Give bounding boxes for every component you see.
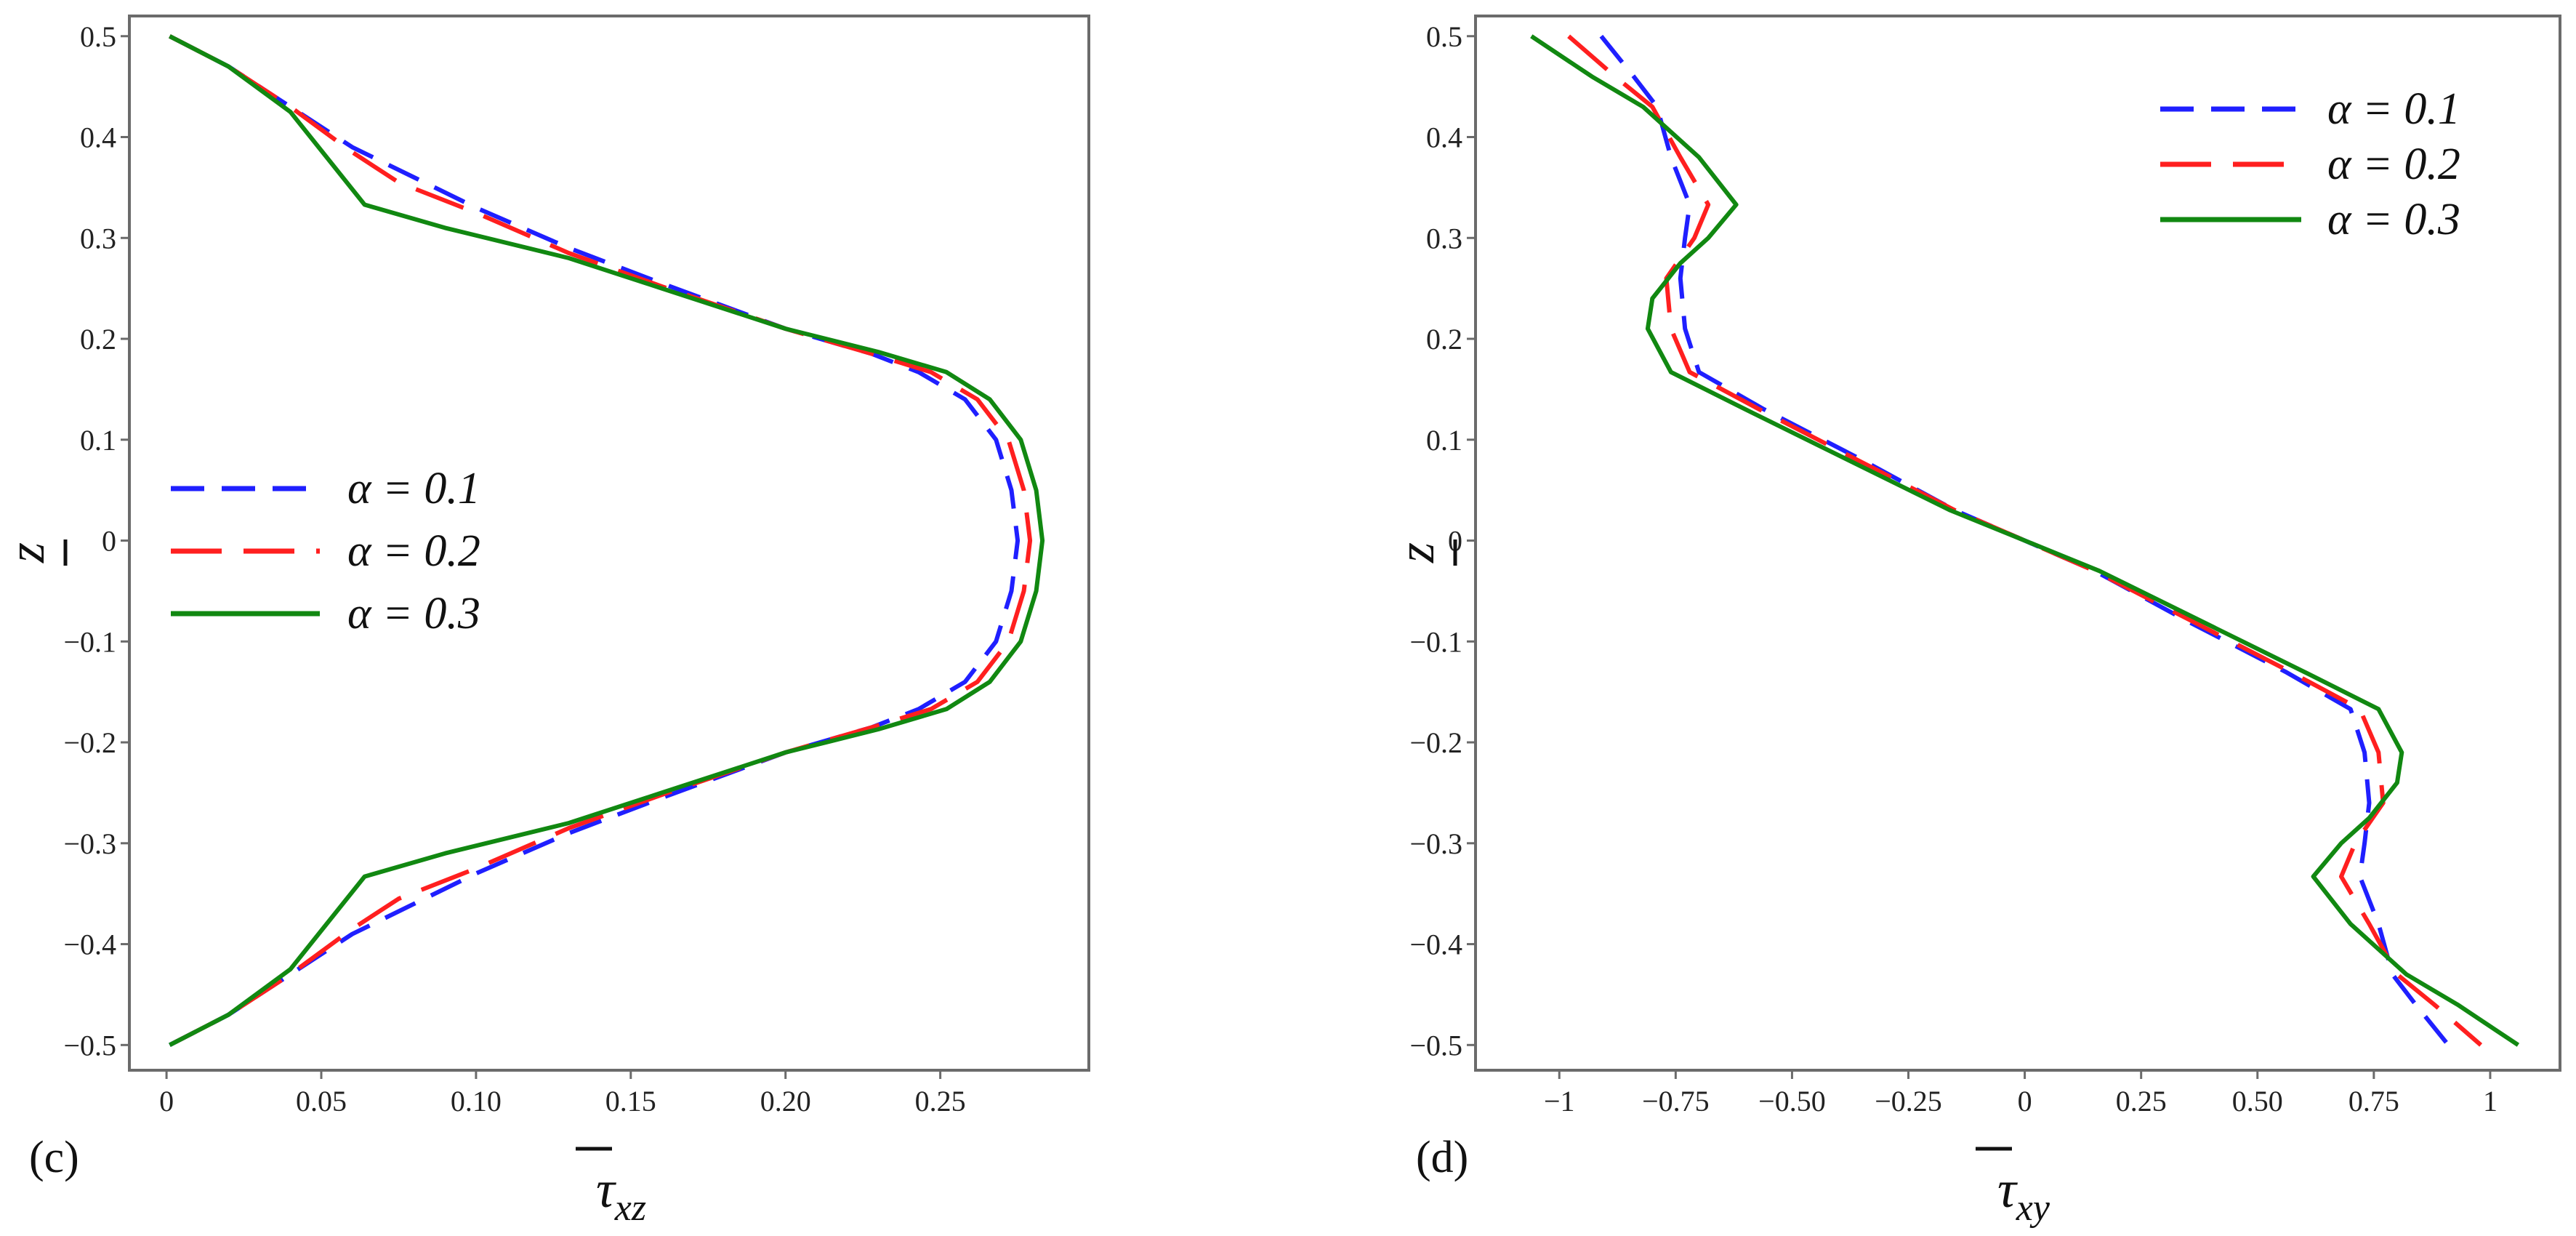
- legend: α = 0.1 α = 0.2 α = 0.3: [171, 464, 480, 638]
- legend-label: α = 0.2: [347, 526, 480, 576]
- x-tick-label: 0.15: [605, 1085, 656, 1117]
- x-tick-label: −0.25: [1875, 1085, 1942, 1117]
- y-tick-label: 0.5: [80, 20, 116, 53]
- y-tick-label: −0.1: [63, 625, 116, 658]
- x-tick-label: −1: [1544, 1085, 1575, 1117]
- y-tick-label: 0.5: [1426, 20, 1462, 53]
- x-tick-label: 0: [2018, 1085, 2032, 1117]
- y-tick-label: −0.5: [63, 1029, 116, 1062]
- x-tick-label: −0.50: [1758, 1085, 1826, 1117]
- y-tick-label: −0.3: [1409, 827, 1462, 860]
- plot-frame: [128, 15, 1090, 1072]
- y-tick-label: −0.4: [63, 928, 116, 961]
- y-tick-label: 0.3: [80, 222, 116, 254]
- y-tick-label: 0.4: [80, 121, 116, 154]
- x-axis-label: τxz: [596, 1160, 646, 1229]
- x-axis-subscript: xz: [614, 1187, 646, 1229]
- y-axis-label: z: [0, 542, 55, 563]
- x-tick-label: 0.25: [2116, 1085, 2167, 1117]
- x-tick-label: 0.05: [296, 1085, 347, 1117]
- x-axis-symbol: τ: [596, 1160, 616, 1219]
- x-axis-label: τxy: [1997, 1160, 2050, 1229]
- y-tick-label: 0.2: [80, 323, 116, 356]
- series-line-alpha-2: [169, 34, 1033, 1047]
- x-tick-label: 0: [159, 1085, 174, 1117]
- y-tick-label: −0.3: [63, 827, 116, 860]
- y-tick-label: −0.2: [63, 726, 116, 759]
- series-line-alpha-3: [169, 34, 1045, 1047]
- legend-label: α = 0.3: [347, 589, 480, 638]
- y-tick-label: −0.1: [1409, 625, 1462, 658]
- y-tick-label: 0.1: [80, 424, 116, 457]
- y-tick-label: 0.1: [1426, 424, 1462, 457]
- y-tick-label: 0: [102, 525, 116, 558]
- y-axis-label-group: z: [0, 539, 68, 566]
- plot-frame: [1474, 15, 2561, 1072]
- x-tick-label: 1: [2483, 1085, 2497, 1117]
- x-axis-symbol: τ: [1997, 1160, 2018, 1219]
- series-line-alpha-3: [1530, 34, 2520, 1047]
- x-tick-label: 0.10: [451, 1085, 502, 1117]
- x-axis-subscript: xy: [2016, 1187, 2050, 1229]
- x-tick-label: 0.20: [760, 1085, 811, 1117]
- chart-panel-d: 0.5 0.4 0.3 0.2 0.1 0 −0.1 −0.2 −0.3 −0.4 −0.5 −1 −0…: [1387, 15, 2561, 1229]
- x-tick-label: 0.50: [2232, 1085, 2283, 1117]
- y-axis-label: z: [1387, 542, 1445, 563]
- y-tick-label: −0.4: [1409, 928, 1462, 961]
- panel-label: (d): [1416, 1133, 1468, 1182]
- x-tick-label: 0.25: [915, 1085, 966, 1117]
- legend-label: α = 0.2: [2327, 140, 2460, 189]
- x-tick-label: −0.75: [1642, 1085, 1710, 1117]
- panel-label: (c): [29, 1133, 79, 1182]
- series-line-alpha-2: [1567, 34, 2483, 1047]
- y-tick-label: 0.3: [1426, 222, 1462, 254]
- y-tick-label: 0.4: [1426, 121, 1462, 154]
- y-tick-label: 0.2: [1426, 323, 1462, 356]
- chart-panel-c: 0.50.40.30.20.10−0.1−0.2−0.3−0.4−0.50 0.0…: [0, 15, 1090, 1229]
- x-tick-label: 0.75: [2348, 1085, 2399, 1117]
- y-tick-label: −0.5: [1409, 1029, 1462, 1062]
- legend: α = 0.1 α = 0.2 α = 0.3: [2160, 84, 2460, 244]
- legend-label: α = 0.1: [2327, 84, 2460, 134]
- y-axis-label-group: z: [1387, 539, 1457, 566]
- legend-label: α = 0.3: [2327, 195, 2460, 244]
- series-line-alpha-1: [169, 34, 1021, 1047]
- y-tick-label: −0.2: [1409, 726, 1462, 759]
- legend-label: α = 0.1: [347, 464, 480, 513]
